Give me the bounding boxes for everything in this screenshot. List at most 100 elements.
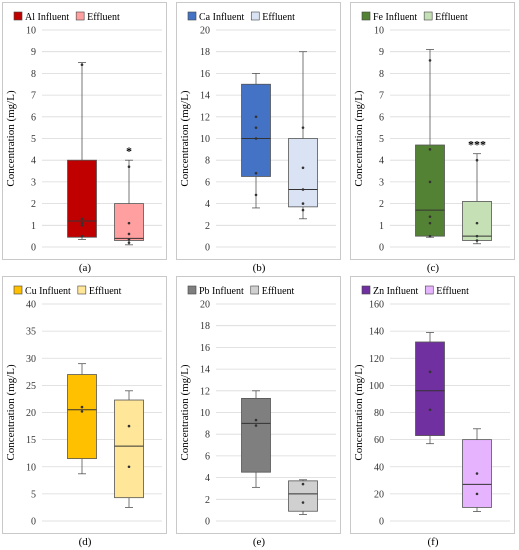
y-tick-label: 0 <box>205 243 210 254</box>
data-point <box>301 202 305 205</box>
data-point <box>301 126 305 129</box>
y-tick-label: 16 <box>200 343 210 354</box>
y-tick-label: 2 <box>205 495 210 506</box>
y-tick-label: 10 <box>374 26 384 37</box>
data-point <box>80 224 84 227</box>
data-point <box>127 221 131 225</box>
y-tick-label: 14 <box>200 91 210 102</box>
panel-label-a: (a) <box>78 262 92 274</box>
y-tick-label: 30 <box>26 354 36 365</box>
chart-panel-3: 0 5 10 15 20 25 30 35 40 Concentration (mg/L) Cu I… <box>5 285 162 528</box>
y-tick-label: 35 <box>26 327 36 338</box>
y-tick-label: 6 <box>205 177 210 188</box>
box-iqr <box>415 144 445 237</box>
y-tick-label: 0 <box>31 517 36 528</box>
y-tick-label: 5 <box>379 134 384 145</box>
chart-panel-1: 0 2 4 6 8 10 12 14 16 18 20 Concentration (mg/L) Ca … <box>179 11 336 254</box>
data-point <box>475 492 479 496</box>
y-axis-title: Concentration (mg/L) <box>179 364 191 461</box>
data-point <box>475 234 479 238</box>
data-point <box>127 424 131 428</box>
y-tick-label: 10 <box>200 134 210 145</box>
y-tick-label: 8 <box>379 69 384 80</box>
box-iqr <box>288 138 318 208</box>
data-point <box>301 166 305 170</box>
legend-swatch <box>250 285 260 295</box>
data-point <box>254 115 258 119</box>
y-tick-label: 2 <box>205 221 210 232</box>
y-tick-label: 14 <box>200 365 210 376</box>
y-tick-label: 20 <box>374 489 384 500</box>
y-tick-label: 0 <box>379 243 384 254</box>
y-tick-label: 12 <box>200 386 210 397</box>
y-tick-label: 0 <box>205 517 210 528</box>
box-iqr <box>288 480 318 512</box>
y-tick-label: 8 <box>205 156 210 167</box>
y-axis-title: Concentration (mg/L) <box>5 90 17 187</box>
y-tick-label: 20 <box>26 408 36 419</box>
y-tick-label: 2 <box>379 199 384 210</box>
legend-label: Cu Influent <box>25 286 71 297</box>
data-point <box>254 171 258 175</box>
data-point <box>428 370 432 374</box>
panel-label-d: (d) <box>78 536 92 548</box>
data-point <box>428 408 432 412</box>
panel-label-f: (f) <box>427 536 439 548</box>
y-tick-label: 0 <box>31 243 36 254</box>
panel-label-c: (c) <box>426 262 440 274</box>
box-iqr <box>241 397 271 473</box>
data-point <box>428 234 432 238</box>
legend-swatch <box>424 285 434 295</box>
legend-label: Ca Influent <box>199 12 244 23</box>
data-point <box>428 180 432 184</box>
y-tick-label: 10 <box>26 26 36 37</box>
data-point <box>301 208 305 212</box>
data-point <box>475 239 479 242</box>
y-tick-label: 160 <box>369 300 384 311</box>
significance-marker: * <box>126 144 132 158</box>
y-axis-title: Concentration (mg/L) <box>179 90 191 187</box>
legend-label: Effluent <box>87 12 120 23</box>
y-tick-label: 0 <box>379 517 384 528</box>
data-point <box>428 215 432 218</box>
legend-label: Al Influent <box>25 12 69 23</box>
chart-panel-5: 0 20 40 60 80 100 120 140 160 Concentration (mg/L… <box>353 285 510 528</box>
legend-swatch <box>361 11 371 21</box>
legend-swatch <box>361 285 371 295</box>
y-axis-title: Concentration (mg/L) <box>5 364 17 461</box>
y-tick-label: 6 <box>379 112 384 123</box>
data-point <box>475 158 479 162</box>
data-point <box>127 165 131 169</box>
data-point <box>301 501 305 504</box>
legend-swatch <box>423 11 433 21</box>
data-point <box>80 405 84 409</box>
y-tick-label: 1 <box>31 221 36 232</box>
legend-label: Effluent <box>436 286 469 297</box>
y-tick-label: 3 <box>31 177 36 188</box>
data-point <box>428 59 432 62</box>
y-tick-label: 40 <box>26 300 36 311</box>
y-tick-label: 10 <box>26 462 36 473</box>
y-tick-label: 6 <box>205 451 210 462</box>
y-tick-label: 4 <box>205 199 210 210</box>
panel-label-b: (b) <box>252 262 266 274</box>
chart-panel-0: 0 1 2 3 4 5 6 7 8 9 10 Concentration (mg/L) Al Influ… <box>5 11 162 254</box>
y-tick-label: 9 <box>379 47 384 58</box>
y-tick-label: 100 <box>369 381 384 392</box>
y-tick-label: 4 <box>31 156 36 167</box>
y-tick-label: 80 <box>374 408 384 419</box>
box-iqr <box>241 83 271 177</box>
box-iqr <box>67 374 97 460</box>
y-tick-label: 60 <box>374 435 384 446</box>
y-tick-label: 9 <box>31 47 36 58</box>
y-tick-label: 8 <box>205 430 210 441</box>
legend-label: Fe Influent <box>373 12 417 23</box>
y-tick-label: 1 <box>379 221 384 232</box>
data-point <box>80 217 84 221</box>
y-tick-label: 7 <box>379 91 384 102</box>
legend-label: Zn Influent <box>373 286 418 297</box>
data-point <box>80 63 84 67</box>
data-point <box>475 472 479 475</box>
